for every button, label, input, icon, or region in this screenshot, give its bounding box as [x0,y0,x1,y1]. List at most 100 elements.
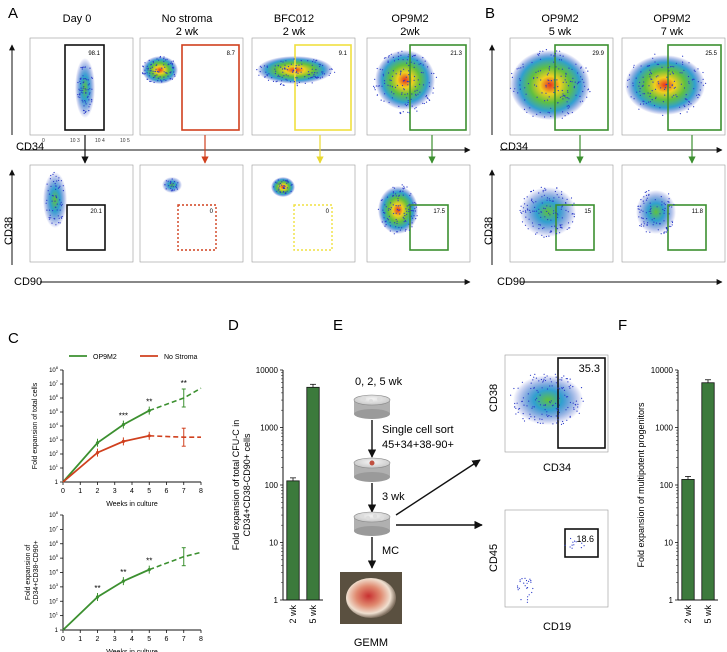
scatter-dot [519,579,521,581]
scatter-dot [548,79,550,82]
scatter-dot [404,215,406,217]
y-tick-label: 104 [49,568,59,577]
scatter-dot [403,218,405,220]
scatter-dot [653,217,655,220]
scatter-dot [651,78,653,80]
scatter-dot [373,87,376,89]
data-point [95,595,100,599]
scatter-dot [265,71,267,73]
scatter-dot [568,98,570,100]
bar-5-wk [306,386,320,601]
scatter-dot [285,68,287,70]
scatter-dot [567,97,569,99]
scatter-dot [567,90,569,92]
scatter-dot [565,409,567,411]
scatter-dot [390,79,392,82]
scatter-dot [518,67,520,69]
scatter-dot [573,216,575,218]
scatter-dot [271,77,273,79]
scatter-dot [405,228,407,231]
scatter-dot [419,83,421,85]
scatter-dot [287,75,289,77]
scatter-dot [88,83,90,85]
y-axis-label-line2: CD34+CD38-CD90+ cells [242,433,252,537]
scatter-dot [643,196,645,198]
scatter-dot [528,580,530,583]
scatter-dot [515,413,517,415]
scatter-dot [524,203,526,205]
scatter-dot [373,85,375,87]
scatter-dot [298,64,300,66]
scatter-dot [276,182,278,184]
scatter-dot [654,61,656,63]
scatter-dot [547,111,549,113]
scatter-dot [164,184,166,186]
scatter-dot [646,224,648,226]
scatter-dot [571,547,573,549]
scatter-dot [532,587,534,590]
scatter-dot [58,186,60,189]
scatter-dot [314,72,316,74]
scatter-dot [561,205,564,207]
scatter-dot [414,90,416,92]
significance-label: ** [146,398,152,407]
scatter-dot [396,220,398,222]
scatter-dot [394,86,397,88]
scatter-dot [415,218,417,220]
scatter-dot [572,386,574,388]
scatter-dot [544,100,546,102]
scatter-dot [171,189,173,191]
scatter-dot [89,92,91,94]
scatter-dot [671,65,673,68]
scatter-dot [334,71,336,73]
scatter-dot [156,58,158,60]
scatter-dot [154,76,156,78]
a-cd38-label: CD38 [3,217,15,245]
scatter-dot [414,55,416,57]
scatter-dot [297,72,299,74]
scatter-dot [525,211,527,213]
scatter-dot [272,80,275,82]
scatter-dot [666,76,668,78]
y-axis-label: Fold expansion of multipotent progenitor… [636,402,646,568]
scatter-dot [574,81,576,83]
scatter-dot [549,214,551,216]
scatter-dot [556,79,558,81]
scatter-dot [410,98,412,100]
scatter-dot [526,587,528,589]
scatter-dot [558,196,560,198]
scatter-dot [539,50,541,53]
scatter-dot [432,92,434,94]
scatter-dot [295,67,297,69]
scatter-dot [407,56,409,58]
scatter-dot [389,79,391,81]
y-tick-label: 10000 [651,366,674,375]
scatter-dot [392,191,394,193]
scatter-dot [533,77,535,80]
scatter-dot [559,379,561,381]
scatter-dot [286,180,288,182]
scatter-dot [522,66,524,68]
scatter-dot [380,99,382,101]
scatter-dot [150,80,152,83]
flow-tick-zero: 0 [42,138,45,144]
scatter-dot [408,112,410,114]
scatter-dot [652,57,654,59]
scatter-dot [311,76,313,78]
x-tick-label: 6 [165,488,169,495]
scatter-dot [559,224,561,226]
scatter-dot [547,415,549,418]
scatter-dot [576,83,579,85]
scatter-dot [566,228,568,230]
scatter-dot [518,408,520,410]
scatter-dot [395,73,397,75]
scatter-dot [381,199,383,201]
a-title-4-line2: 2wk [400,26,420,38]
scatter-dot [685,94,687,96]
scatter-dot [419,91,421,93]
scatter-dot [562,386,564,389]
scatter-dot [60,180,63,182]
scatter-dot [427,97,429,100]
scatter-dot [542,380,545,382]
scatter-dot [536,96,538,98]
